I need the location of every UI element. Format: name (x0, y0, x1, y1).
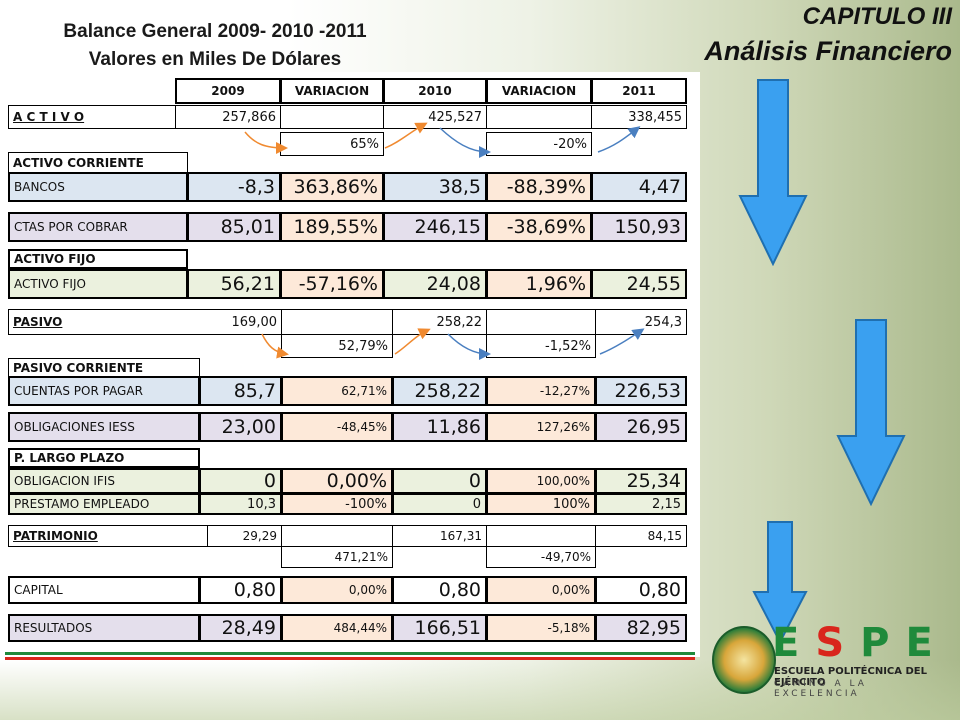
footer-stripe-green (5, 652, 695, 655)
obligacion-ifis-2009: 0 (199, 468, 282, 494)
pasivo-label-text: PASIVO (13, 315, 63, 329)
resultados-2011: 82,95 (595, 614, 687, 642)
row-label-ctas-cobrar: CTAS POR COBRAR (8, 212, 188, 242)
activo-fijo-2011: 24,55 (591, 269, 687, 299)
col-header-2010: 2010 (383, 78, 487, 104)
resultados-variacion-1: 484,44% (281, 614, 393, 642)
title-line-1: Balance General 2009- 2010 -2011 (63, 21, 367, 42)
obligaciones-iess-2009: 23,00 (199, 412, 282, 442)
activo-fijo-variacion-2: 1,96% (486, 269, 592, 299)
section-activo-corriente: ACTIVO CORRIENTE (8, 152, 188, 172)
ctas-cobrar-variacion-2: -38,69% (486, 212, 592, 242)
curve-activo-2 (384, 122, 428, 149)
curve-pasivo-2 (394, 328, 431, 355)
obligaciones-iess-2011: 26,95 (595, 412, 687, 442)
col-header-2009: 2009 (175, 78, 281, 104)
prestamo-empleado-variacion-2: 100% (486, 493, 596, 515)
cuentas-pagar-2010: 258,22 (392, 376, 487, 406)
row-label-prestamo-empleado: PRESTAMO EMPLEADO (8, 493, 200, 515)
capital-variacion-2: 0,00% (486, 576, 596, 604)
section-pasivo-corriente: PASIVO CORRIENTE (8, 358, 200, 376)
curve-pasivo-1 (261, 333, 289, 359)
section-activo-fijo: ACTIVO FIJO (8, 249, 188, 269)
logo-letter-e2: E (905, 620, 949, 666)
bancos-variacion-1: 363,86% (280, 172, 384, 202)
footer-stripes (0, 652, 700, 662)
cuentas-pagar-variacion-1: 62,71% (281, 376, 393, 406)
curve-pasivo-3 (447, 333, 491, 360)
row-label-resultados: RESULTADOS (8, 614, 200, 642)
logo-institution-name: ESCUELA POLITÉCNICA DEL EJÉRCITO (774, 666, 927, 688)
down-arrow-icon (836, 319, 906, 506)
logo-letter-s: S (815, 620, 861, 666)
bancos-variacion-2: -88,39% (486, 172, 592, 202)
obligaciones-iess-variacion-1: -48,45% (281, 412, 393, 442)
ctas-cobrar-variacion-1: 189,55% (280, 212, 384, 242)
espe-logo: ESPE ESCUELA POLITÉCNICA DEL EJÉRCITO CA… (706, 620, 950, 699)
row-label-bancos: BANCOS (8, 172, 188, 202)
cuentas-pagar-2009: 85,7 (199, 376, 282, 406)
slide-background-bottom (0, 660, 960, 720)
title-line-2: Valores en Miles De Dólares (88, 49, 342, 70)
row-label-obligaciones-iess: OBLIGACIONES IESS (8, 412, 200, 442)
chapter-line-1: CAPITULO III (802, 3, 952, 30)
obligacion-ifis-2010: 0 (392, 468, 487, 494)
patrimonio-variacion-1: 471,21% (281, 546, 393, 568)
curve-activo-1 (244, 131, 288, 154)
logo-letter-p: P (860, 620, 906, 666)
espe-seal-icon (712, 626, 776, 694)
ctas-cobrar-2009: 85,01 (187, 212, 281, 242)
down-arrow-icon (752, 521, 808, 644)
capital-variacion-1: 0,00% (281, 576, 393, 604)
row-label-activo-fijo: ACTIVO FIJO (8, 269, 188, 299)
balance-sheet-table: 2009 VARIACION 2010 VARIACION 2011 A C T… (0, 72, 700, 657)
pasivo-variacion-2: -1,52% (486, 334, 596, 358)
bancos-2010: 38,5 (383, 172, 487, 202)
pasivo-variacion-1: 52,79% (281, 334, 393, 358)
footer-stripe-red (5, 657, 695, 660)
activo-fijo-variacion-1: -57,16% (280, 269, 384, 299)
espe-letters: ESPE (772, 620, 949, 666)
capital-2011: 0,80 (595, 576, 687, 604)
resultados-2010: 166,51 (392, 614, 487, 642)
ctas-cobrar-2011: 150,93 (591, 212, 687, 242)
cuentas-pagar-variacion-2: -12,27% (486, 376, 596, 406)
chapter-line-2: Análisis Financiero (704, 36, 952, 66)
col-header-2011: 2011 (591, 78, 687, 104)
curve-activo-4 (597, 126, 641, 153)
page-title: Balance General 2009- 2010 -2011 Valores… (20, 18, 410, 74)
curve-activo-3 (439, 127, 491, 158)
section-largo-plazo: P. LARGO PLAZO (8, 448, 200, 468)
activo-variacion-2: -20% (486, 132, 592, 156)
prestamo-empleado-2011: 2,15 (595, 493, 687, 515)
patrimonio-variacion-2: -49,70% (486, 546, 596, 568)
bancos-2011: 4,47 (591, 172, 687, 202)
curve-pasivo-4 (599, 328, 645, 355)
prestamo-empleado-2010: 0 (392, 493, 487, 515)
chapter-title: CAPITULO III Análisis Financiero (704, 0, 952, 68)
logo-motto: CAMINO A LA EXCELENCIA (774, 679, 867, 699)
patrimonio-2011: 84,15 (595, 525, 687, 547)
trend-curve-arrows (244, 122, 645, 360)
bancos-2009: -8,3 (187, 172, 281, 202)
cuentas-pagar-2011: 226,53 (595, 376, 687, 406)
prestamo-empleado-2009: 10,3 (199, 493, 282, 515)
obligacion-ifis-2011: 25,34 (595, 468, 687, 494)
activo-fijo-2010: 24,08 (383, 269, 487, 299)
logo-letter-e1: E (772, 620, 816, 666)
ctas-cobrar-2010: 246,15 (383, 212, 487, 242)
down-arrow-icon (738, 79, 808, 266)
row-label-cuentas-pagar: CUENTAS POR PAGAR (8, 376, 200, 406)
